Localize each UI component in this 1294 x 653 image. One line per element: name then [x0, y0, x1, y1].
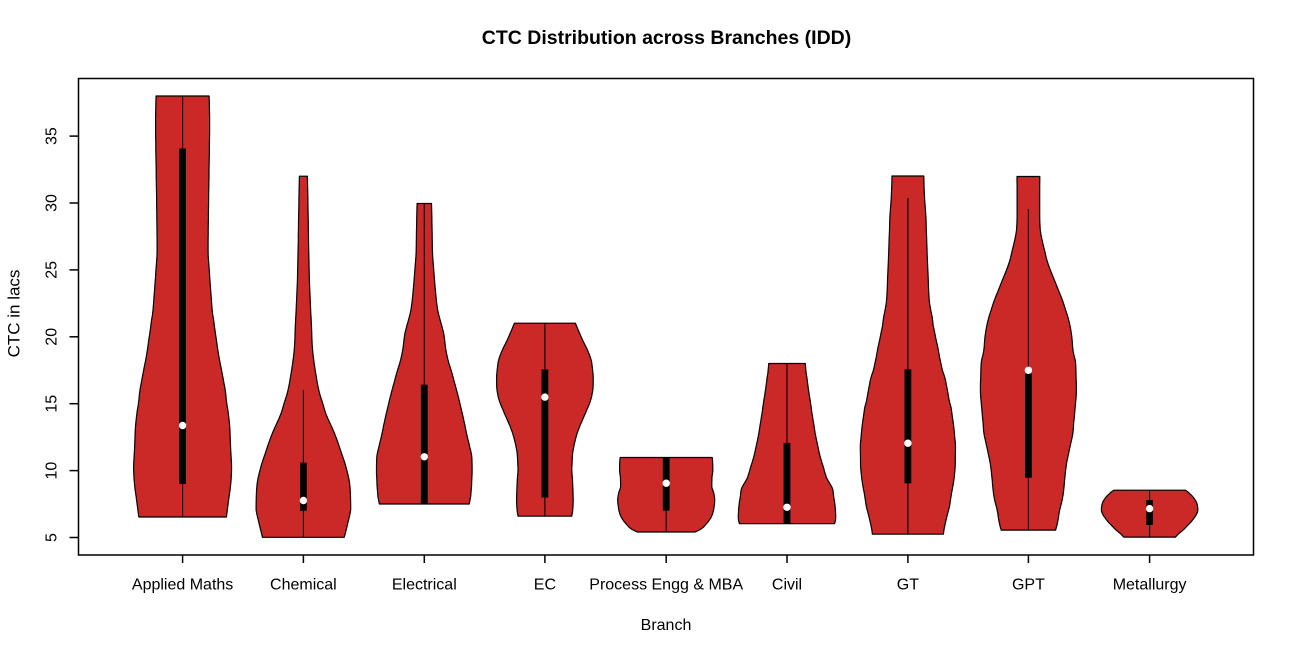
svg-text:10: 10 [44, 462, 61, 480]
svg-text:Process Engg & MBA: Process Engg & MBA [589, 577, 743, 594]
svg-text:Metallurgy: Metallurgy [1113, 577, 1187, 594]
svg-text:Chemical: Chemical [270, 577, 337, 594]
svg-text:CTC in lacs: CTC in lacs [5, 270, 24, 358]
svg-text:Applied Maths: Applied Maths [132, 577, 233, 594]
svg-text:EC: EC [534, 577, 556, 594]
svg-text:Branch: Branch [641, 617, 692, 634]
svg-text:GPT: GPT [1012, 577, 1045, 594]
svg-text:20: 20 [44, 328, 61, 346]
svg-text:CTC Distribution across Branch: CTC Distribution across Branches (IDD) [482, 27, 851, 49]
svg-text:5: 5 [44, 533, 61, 542]
svg-text:35: 35 [44, 127, 61, 145]
svg-text:30: 30 [44, 194, 61, 212]
svg-text:Electrical: Electrical [392, 577, 457, 594]
svg-text:15: 15 [44, 395, 61, 413]
svg-text:25: 25 [44, 261, 61, 279]
svg-text:GT: GT [897, 577, 919, 594]
svg-text:Civil: Civil [772, 577, 802, 594]
